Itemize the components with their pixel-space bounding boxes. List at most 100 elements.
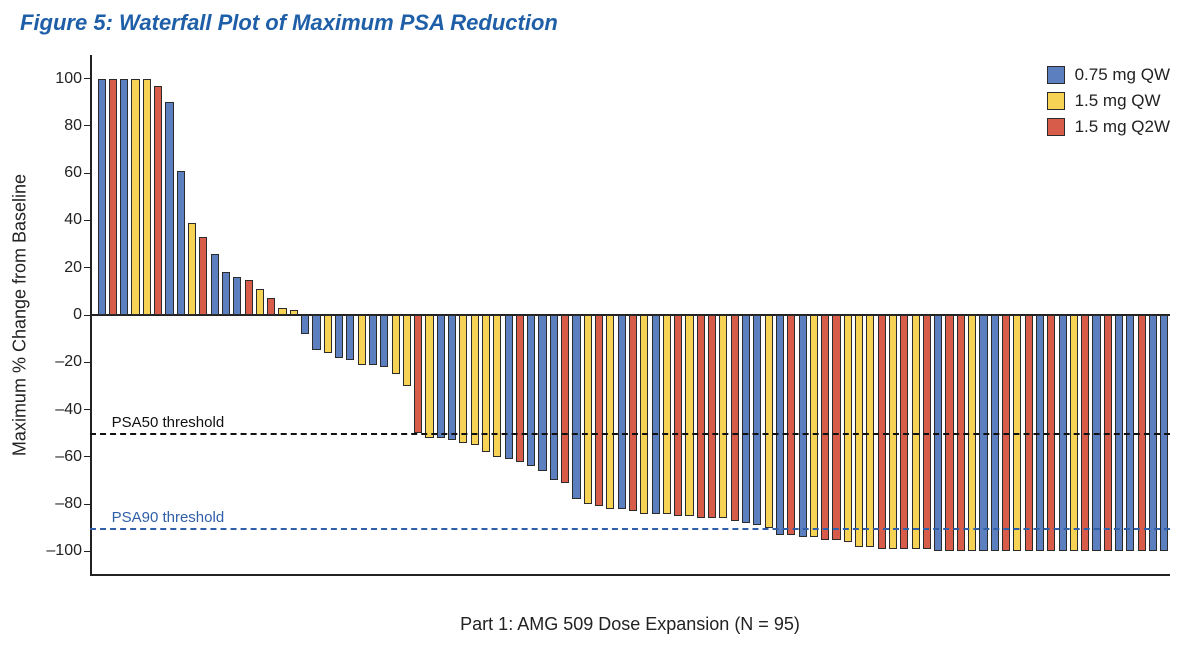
bar [776, 315, 784, 535]
bar [719, 315, 727, 518]
bar [832, 315, 840, 540]
ytick-label: 0 [73, 306, 82, 324]
bar [561, 315, 569, 483]
bar [595, 315, 603, 506]
bar [889, 315, 897, 549]
ytick-mark [84, 551, 90, 552]
bar [550, 315, 558, 480]
ytick-label: 100 [55, 70, 82, 88]
ytick-label: 20 [64, 259, 82, 277]
bar [233, 277, 241, 315]
bar [120, 79, 128, 315]
ytick-mark [84, 267, 90, 268]
ytick-mark [84, 315, 90, 316]
bar [912, 315, 920, 549]
threshold-label: PSA50 threshold [112, 414, 225, 433]
ytick-mark [84, 125, 90, 126]
bar [606, 315, 614, 509]
legend-label: 1.5 mg Q2W [1075, 117, 1170, 137]
bar [765, 315, 773, 528]
ytick-mark [84, 173, 90, 174]
bar [143, 79, 151, 315]
ytick-label: –80 [55, 495, 82, 513]
bar [290, 310, 298, 315]
bottom-frame [90, 574, 1170, 576]
bar [358, 315, 366, 365]
ytick-label: 40 [64, 211, 82, 229]
ytick-label: 80 [64, 117, 82, 135]
threshold-line [90, 433, 1170, 435]
legend-item: 0.75 mg QW [1047, 65, 1170, 85]
bar [674, 315, 682, 516]
bar [109, 79, 117, 315]
bar [538, 315, 546, 471]
bar [821, 315, 829, 540]
ytick-label: –40 [55, 401, 82, 419]
bar [459, 315, 467, 443]
bar [629, 315, 637, 511]
ytick-mark [84, 78, 90, 79]
bar [505, 315, 513, 459]
ytick-label: 60 [64, 164, 82, 182]
bar [652, 315, 660, 514]
bar [380, 315, 388, 367]
bar [685, 315, 693, 516]
legend-item: 1.5 mg Q2W [1047, 117, 1170, 137]
bar [188, 223, 196, 315]
bar [98, 79, 106, 315]
bar [256, 289, 264, 315]
bar [324, 315, 332, 353]
bar [900, 315, 908, 549]
bar [471, 315, 479, 445]
bar [437, 315, 445, 438]
ytick-mark [84, 456, 90, 457]
bar [346, 315, 354, 360]
bar [222, 272, 230, 315]
bar [584, 315, 592, 504]
bar [663, 315, 671, 514]
ytick-mark [84, 362, 90, 363]
bar [878, 315, 886, 549]
bar [708, 315, 716, 518]
ytick-mark [84, 409, 90, 410]
bar [618, 315, 626, 509]
bar [312, 315, 320, 350]
ytick-mark [84, 220, 90, 221]
bar [527, 315, 535, 466]
bar [425, 315, 433, 438]
waterfall-chart: –100–80–60–40–20020406080100PSA50 thresh… [90, 55, 1170, 575]
legend-label: 1.5 mg QW [1075, 91, 1161, 111]
bar [301, 315, 309, 334]
bar [335, 315, 343, 358]
bar [267, 298, 275, 315]
bar [516, 315, 524, 462]
bar [787, 315, 795, 535]
bar [165, 102, 173, 315]
bar [278, 308, 286, 315]
y-axis-label: Maximum % Change from Baseline [10, 174, 31, 456]
legend-label: 0.75 mg QW [1075, 65, 1170, 85]
bar [799, 315, 807, 537]
bar [403, 315, 411, 386]
bar [742, 315, 750, 523]
legend-item: 1.5 mg QW [1047, 91, 1170, 111]
legend-swatch [1047, 92, 1065, 110]
bar [211, 254, 219, 315]
plot-area: –100–80–60–40–20020406080100PSA50 thresh… [90, 55, 1170, 575]
bar [414, 315, 422, 433]
bar [199, 237, 207, 315]
bar [697, 315, 705, 518]
ytick-mark [84, 504, 90, 505]
bar [482, 315, 490, 452]
ytick-label: –100 [46, 542, 82, 560]
bar [731, 315, 739, 521]
bar [392, 315, 400, 374]
bar [572, 315, 580, 499]
figure-title: Figure 5: Waterfall Plot of Maximum PSA … [20, 10, 558, 36]
ytick-label: –60 [55, 448, 82, 466]
legend: 0.75 mg QW 1.5 mg QW 1.5 mg Q2W [1047, 65, 1170, 143]
legend-swatch [1047, 66, 1065, 84]
bar [923, 315, 931, 549]
bar [866, 315, 874, 547]
bar [640, 315, 648, 514]
